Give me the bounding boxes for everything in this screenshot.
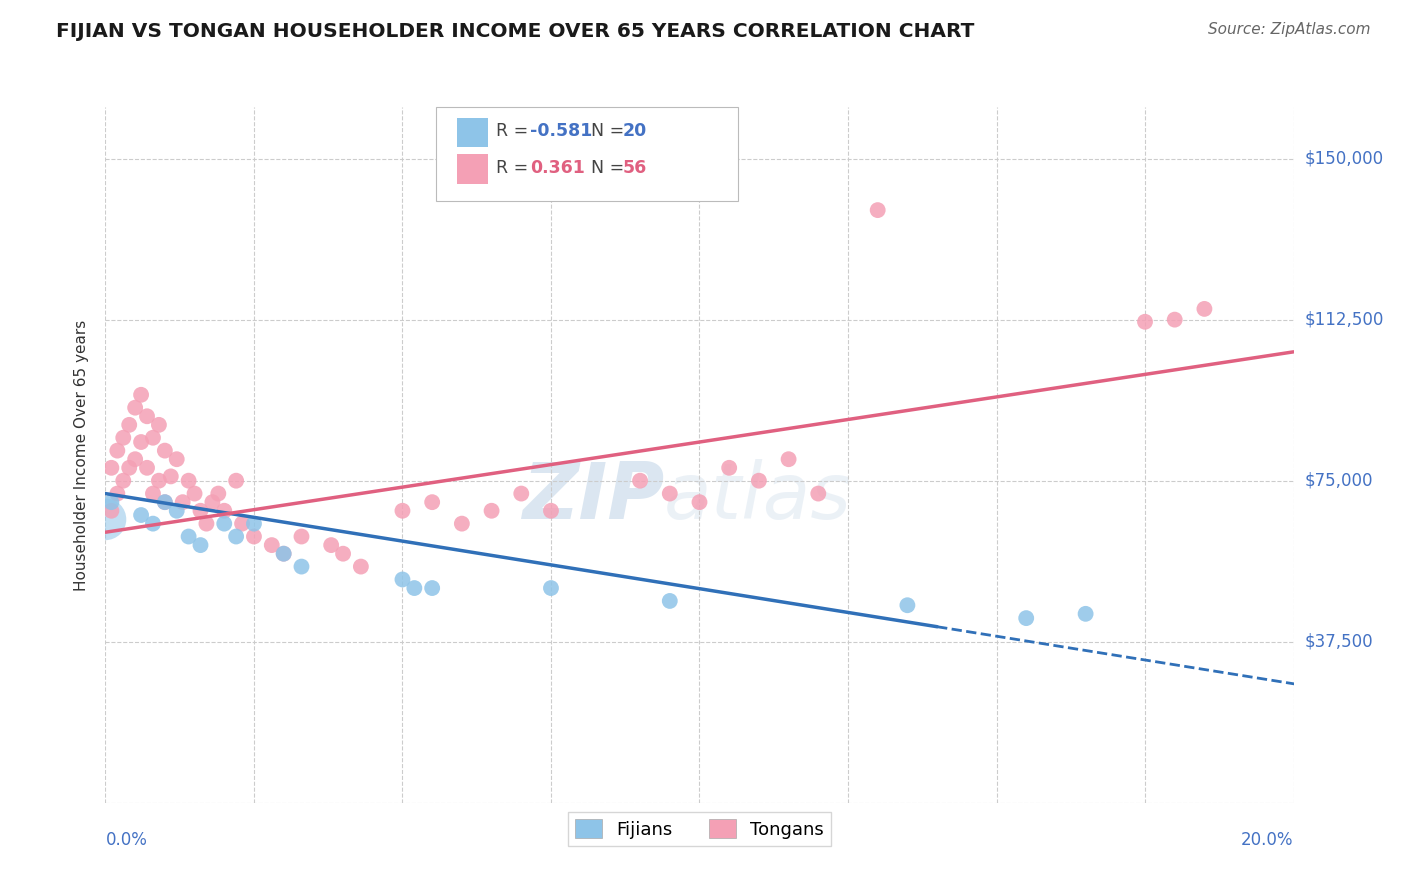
Point bbox=[201, 495, 224, 509]
Point bbox=[190, 538, 212, 552]
Point bbox=[658, 486, 681, 500]
Point bbox=[332, 547, 354, 561]
Point bbox=[391, 504, 413, 518]
Point bbox=[172, 495, 194, 509]
Point bbox=[225, 474, 247, 488]
Point bbox=[136, 460, 159, 475]
Point bbox=[866, 203, 889, 218]
Point bbox=[540, 581, 562, 595]
Point bbox=[153, 443, 176, 458]
Point bbox=[896, 599, 918, 613]
Point bbox=[129, 388, 152, 402]
Text: N =: N = bbox=[591, 122, 630, 140]
Point bbox=[112, 474, 135, 488]
Point bbox=[100, 495, 122, 509]
Point bbox=[481, 504, 503, 518]
Text: FIJIAN VS TONGAN HOUSEHOLDER INCOME OVER 65 YEARS CORRELATION CHART: FIJIAN VS TONGAN HOUSEHOLDER INCOME OVER… bbox=[56, 22, 974, 41]
Point bbox=[1074, 607, 1097, 621]
Point bbox=[420, 495, 443, 509]
Text: R =: R = bbox=[496, 122, 534, 140]
Point bbox=[148, 417, 170, 432]
Text: -0.581: -0.581 bbox=[530, 122, 592, 140]
Point bbox=[290, 559, 312, 574]
Point bbox=[195, 516, 218, 531]
Text: $112,500: $112,500 bbox=[1305, 310, 1384, 328]
Point bbox=[1164, 312, 1187, 326]
Text: $37,500: $37,500 bbox=[1305, 632, 1374, 651]
Point bbox=[142, 516, 165, 531]
Point bbox=[124, 401, 146, 415]
Point bbox=[100, 504, 122, 518]
Point bbox=[100, 460, 122, 475]
Point bbox=[290, 529, 312, 543]
Point bbox=[628, 474, 651, 488]
Point bbox=[540, 504, 562, 518]
Text: Source: ZipAtlas.com: Source: ZipAtlas.com bbox=[1208, 22, 1371, 37]
Point bbox=[105, 486, 128, 500]
Point bbox=[153, 495, 176, 509]
Text: 20: 20 bbox=[623, 122, 647, 140]
Point bbox=[273, 547, 295, 561]
Point bbox=[129, 508, 152, 522]
Text: ZIP: ZIP bbox=[522, 458, 664, 534]
Point bbox=[1015, 611, 1038, 625]
Point bbox=[231, 516, 253, 531]
Point bbox=[166, 504, 188, 518]
Point bbox=[118, 460, 141, 475]
Text: $75,000: $75,000 bbox=[1305, 472, 1374, 490]
Point bbox=[748, 474, 770, 488]
Point bbox=[177, 474, 200, 488]
Point bbox=[450, 516, 472, 531]
Point bbox=[177, 529, 200, 543]
Point bbox=[225, 529, 247, 543]
Point bbox=[404, 581, 426, 595]
Point bbox=[214, 504, 236, 518]
Point bbox=[142, 486, 165, 500]
Point bbox=[807, 486, 830, 500]
Point bbox=[148, 474, 170, 488]
Point bbox=[243, 529, 266, 543]
Y-axis label: Householder Income Over 65 years: Householder Income Over 65 years bbox=[75, 319, 90, 591]
Text: 20.0%: 20.0% bbox=[1241, 830, 1294, 848]
Point bbox=[243, 516, 266, 531]
Point bbox=[124, 452, 146, 467]
Point bbox=[1194, 301, 1216, 316]
Point bbox=[350, 559, 373, 574]
Point bbox=[778, 452, 800, 467]
Point bbox=[321, 538, 343, 552]
Point bbox=[136, 409, 159, 424]
Text: $150,000: $150,000 bbox=[1305, 150, 1384, 168]
Text: 0.0%: 0.0% bbox=[105, 830, 148, 848]
Point bbox=[1133, 315, 1156, 329]
Point bbox=[129, 435, 152, 450]
Legend: Fijians, Tongans: Fijians, Tongans bbox=[568, 812, 831, 846]
Point bbox=[420, 581, 443, 595]
Point bbox=[260, 538, 283, 552]
Point bbox=[689, 495, 711, 509]
Point bbox=[166, 452, 188, 467]
Point bbox=[214, 516, 236, 531]
Point bbox=[190, 504, 212, 518]
Point bbox=[391, 573, 413, 587]
Point bbox=[510, 486, 533, 500]
Point bbox=[183, 486, 205, 500]
Text: 56: 56 bbox=[623, 159, 647, 177]
Point bbox=[105, 443, 128, 458]
Text: R =: R = bbox=[496, 159, 534, 177]
Point bbox=[159, 469, 181, 483]
Text: atlas: atlas bbox=[664, 458, 852, 534]
Text: N =: N = bbox=[591, 159, 630, 177]
Point bbox=[273, 547, 295, 561]
Point bbox=[142, 431, 165, 445]
Point bbox=[718, 460, 741, 475]
Point bbox=[118, 417, 141, 432]
Point bbox=[112, 431, 135, 445]
Point bbox=[153, 495, 176, 509]
Text: 0.361: 0.361 bbox=[530, 159, 585, 177]
Point bbox=[207, 486, 229, 500]
Point bbox=[94, 512, 117, 526]
Point bbox=[658, 594, 681, 608]
